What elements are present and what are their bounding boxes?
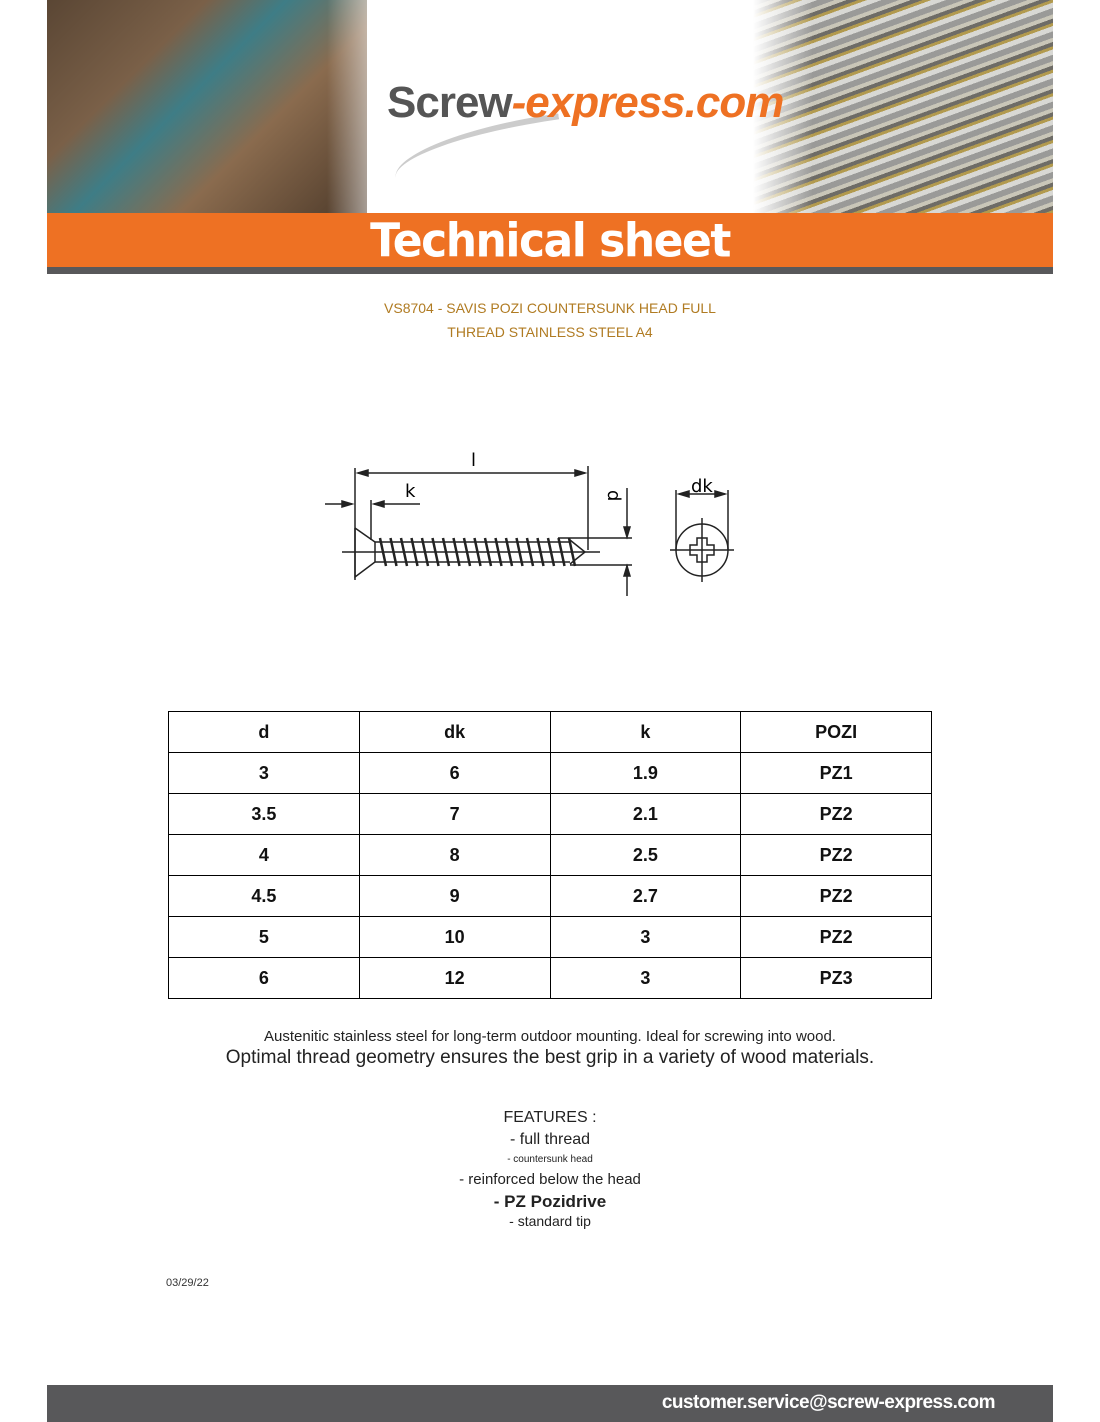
divider bbox=[47, 267, 1053, 274]
feature-item: - reinforced below the head bbox=[459, 1171, 641, 1188]
table-cell-k: 2.5 bbox=[549, 834, 742, 876]
logo-domain: -express.com bbox=[511, 78, 785, 127]
thread-line bbox=[515, 537, 524, 567]
table-cell-d: 3.5 bbox=[168, 793, 360, 835]
table-row: 4.5 9 2.7 PZ2 bbox=[168, 875, 932, 917]
thread-line bbox=[557, 537, 566, 567]
thread-line bbox=[420, 537, 430, 567]
table-cell-pozi: PZ2 bbox=[740, 793, 932, 835]
thread-line bbox=[536, 537, 545, 567]
table-cell-d: 5 bbox=[168, 916, 360, 958]
thread-line bbox=[441, 537, 451, 567]
table-cell-dk: 6 bbox=[358, 752, 551, 794]
table-cell-dk: 10 bbox=[358, 916, 551, 958]
feature-item: - PZ Pozidrive bbox=[493, 1192, 607, 1211]
thread-line bbox=[525, 537, 535, 567]
table-cell-k: 2.7 bbox=[549, 875, 742, 917]
table-cell-k: 1.9 bbox=[549, 752, 742, 794]
table-cell-k: 3 bbox=[549, 957, 742, 999]
header-k: k bbox=[549, 711, 742, 753]
thread-line bbox=[483, 537, 493, 567]
table-row: 5 10 3 PZ2 bbox=[168, 916, 932, 958]
screw-drawing: l k d dk bbox=[325, 450, 734, 596]
table-cell-d: 6 bbox=[168, 957, 360, 999]
tools-photo bbox=[47, 0, 407, 213]
logo: Screw-express.com bbox=[387, 78, 785, 128]
table-cell-d: 4.5 bbox=[168, 875, 360, 917]
header-banner: Screw-express.com bbox=[47, 0, 1053, 213]
table-cell-dk: 7 bbox=[358, 793, 551, 835]
thread-line bbox=[378, 537, 388, 567]
table-cell-pozi: PZ2 bbox=[740, 916, 932, 958]
table-row: 3 6 1.9 PZ1 bbox=[168, 752, 932, 794]
header-pozi: POZI bbox=[740, 711, 932, 753]
table-cell-dk: 9 bbox=[358, 875, 551, 917]
thread-line bbox=[410, 537, 419, 567]
thread-line bbox=[567, 537, 577, 567]
title-band: Technical sheet bbox=[47, 213, 1053, 269]
table-cell-d: 4 bbox=[168, 834, 360, 876]
table-cell-pozi: PZ2 bbox=[740, 834, 932, 876]
page-title: Technical sheet bbox=[370, 214, 731, 269]
thread-line bbox=[431, 537, 440, 567]
feature-item: - standard tip bbox=[509, 1213, 591, 1229]
label-dk: dk bbox=[691, 476, 713, 497]
table-cell-pozi: PZ3 bbox=[740, 957, 932, 999]
thread-line bbox=[462, 537, 472, 567]
thread-line bbox=[399, 537, 409, 567]
footer: customer.service@screw-express.com bbox=[47, 1385, 1053, 1422]
product-title-line1: VS8704 - SAVIS POZI COUNTERSUNK HEAD FUL… bbox=[384, 300, 716, 316]
table-row: 6 12 3 PZ3 bbox=[168, 957, 932, 999]
dimensions-table: d dk k POZI 3 6 1.9 PZ1 3.5 7 2.1 PZ2 4 8 2.5 PZ2 4.… bbox=[168, 711, 932, 999]
logo-text: Screw bbox=[387, 78, 513, 127]
thread-line bbox=[389, 537, 398, 567]
features-title: FEATURES : bbox=[503, 1109, 597, 1126]
table-cell-pozi: PZ2 bbox=[740, 875, 932, 917]
description-line2: Optimal thread geometry ensures the best… bbox=[225, 1047, 875, 1068]
thread-line bbox=[473, 537, 482, 567]
header-dk: dk bbox=[358, 711, 551, 753]
table-row: 3.5 7 2.1 PZ2 bbox=[168, 793, 932, 835]
label-d: d bbox=[603, 490, 624, 501]
table-cell-k: 3 bbox=[549, 916, 742, 958]
label-k: k bbox=[405, 481, 416, 502]
label-l: l bbox=[471, 450, 476, 471]
table-row: 4 8 2.5 PZ2 bbox=[168, 834, 932, 876]
thread-line bbox=[504, 537, 514, 567]
screws-photo bbox=[753, 0, 1053, 213]
date: 03/29/22 bbox=[166, 1277, 209, 1289]
table-cell-k: 2.1 bbox=[549, 793, 742, 835]
table-header-row: d dk k POZI bbox=[168, 711, 932, 753]
table-cell-dk: 8 bbox=[358, 834, 551, 876]
thread-line bbox=[452, 537, 461, 567]
product-title: VS8704 - SAVIS POZI COUNTERSUNK HEAD FUL… bbox=[0, 296, 1100, 344]
header-d: d bbox=[168, 711, 360, 753]
feature-item: - countersunk head bbox=[507, 1154, 593, 1165]
table-cell-d: 3 bbox=[168, 752, 360, 794]
table-cell-dk: 12 bbox=[358, 957, 551, 999]
footer-email[interactable]: customer.service@screw-express.com bbox=[661, 1392, 996, 1413]
table-cell-pozi: PZ1 bbox=[740, 752, 932, 794]
thread-line bbox=[546, 537, 556, 567]
feature-item: - full thread bbox=[509, 1131, 591, 1148]
description-line1: Austenitic stainless steel for long-term… bbox=[264, 1028, 836, 1045]
product-title-line2: THREAD STAINLESS STEEL A4 bbox=[447, 324, 653, 340]
thread-line bbox=[494, 537, 503, 567]
